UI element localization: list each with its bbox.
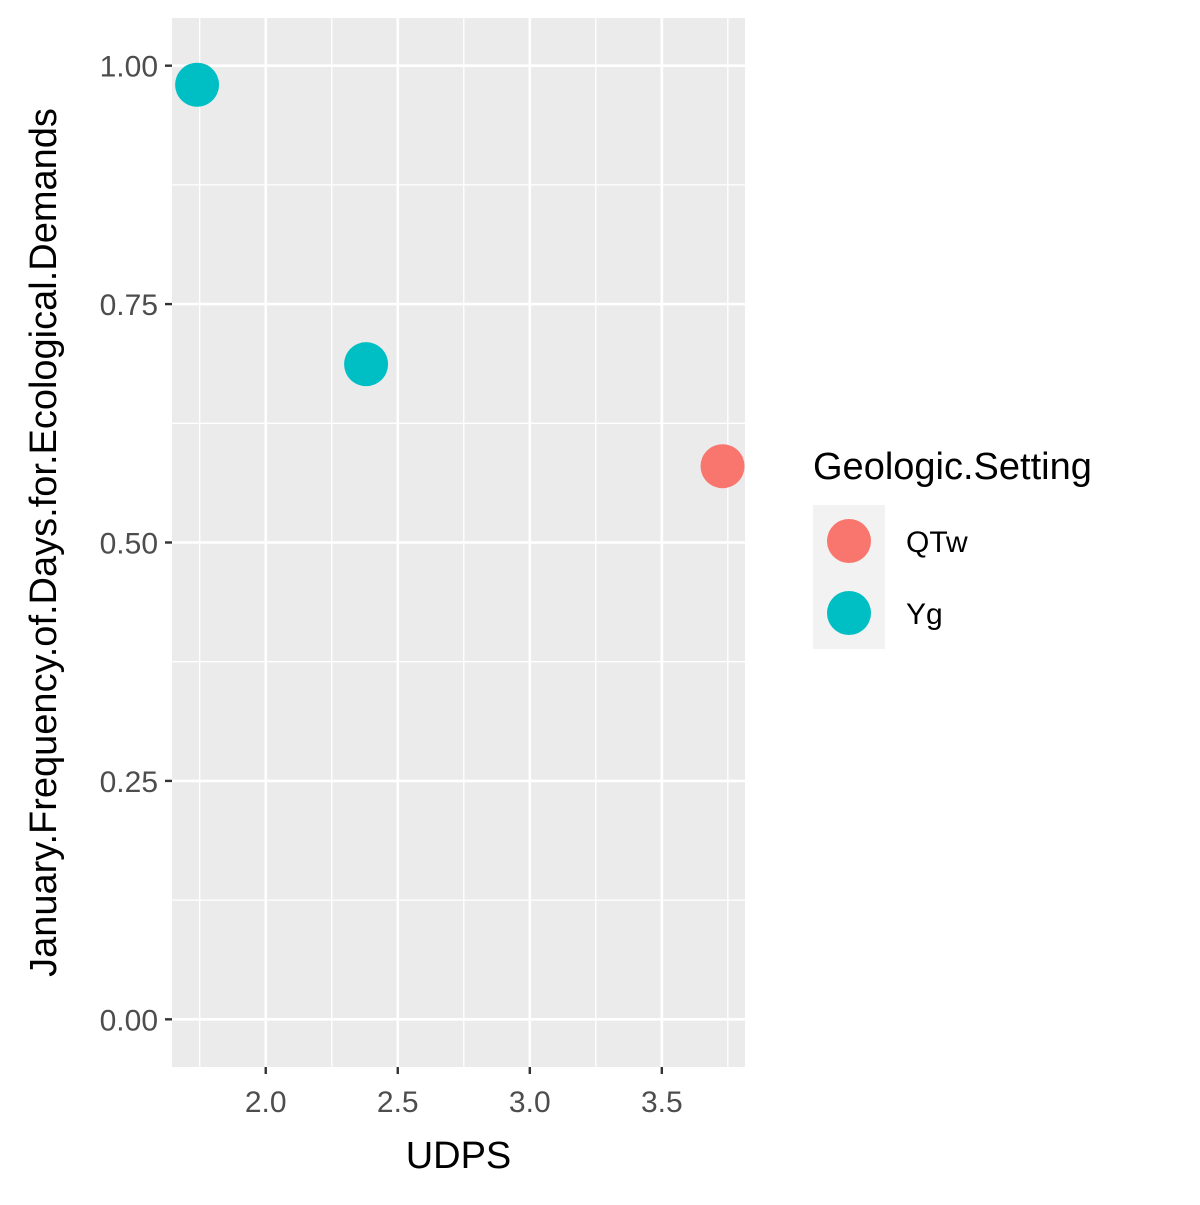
major-gridlines [172, 18, 745, 1067]
x-tick-label: 2.0 [245, 1086, 287, 1119]
data-points [175, 62, 745, 489]
y-tick-label: 1.00 [100, 51, 158, 84]
x-axis: 2.0 2.5 3.0 3.5 [245, 1067, 683, 1119]
x-tick-label: 3.0 [509, 1086, 551, 1119]
x-tick-label: 3.5 [641, 1086, 683, 1119]
y-tick-label: 0.00 [100, 1004, 158, 1037]
y-tick-label: 0.25 [100, 766, 158, 799]
legend-key-qtw [827, 519, 871, 563]
x-tick-label: 2.5 [377, 1086, 419, 1119]
legend-entries: QTw Yg [827, 519, 968, 635]
data-point-yg [344, 342, 389, 387]
y-axis-title: January.Frequency.of.Days.for.Ecological… [23, 108, 65, 977]
data-point-yg [175, 62, 220, 107]
x-axis-title: UDPS [406, 1135, 512, 1177]
legend-title: Geologic.Setting [813, 446, 1092, 488]
legend-label-yg: Yg [906, 598, 943, 631]
legend: Geologic.Setting QTw Yg [813, 446, 1092, 649]
y-tick-label: 0.50 [100, 528, 158, 561]
data-point-qtw [700, 444, 745, 489]
y-tick-label: 0.75 [100, 289, 158, 322]
y-axis: 0.00 0.25 0.50 0.75 1.00 [100, 51, 172, 1037]
legend-key-yg [827, 591, 871, 635]
legend-label-qtw: QTw [906, 526, 968, 559]
